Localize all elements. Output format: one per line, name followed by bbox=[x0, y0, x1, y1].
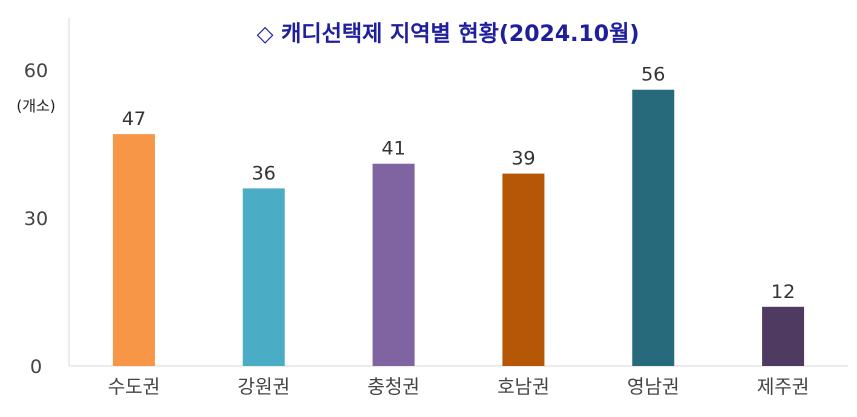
bar bbox=[502, 173, 545, 366]
data-label: 12 bbox=[771, 281, 795, 303]
y-tick-label: 60 bbox=[24, 60, 48, 82]
chart-title: ◇ 캐디선택제 지역별 현황(2024.10월) bbox=[257, 22, 640, 47]
data-label: 56 bbox=[641, 64, 665, 86]
y-axis-ticks: 0 30 60 bbox=[24, 60, 48, 378]
bar bbox=[762, 306, 805, 366]
bars bbox=[112, 89, 805, 366]
y-tick-label: 30 bbox=[24, 208, 48, 230]
data-labels: 47 36 41 39 56 12 bbox=[122, 64, 795, 303]
data-label: 36 bbox=[252, 162, 276, 184]
category-label: 호남권 bbox=[497, 376, 549, 398]
y-axis-unit-label: (개소) bbox=[16, 97, 55, 115]
category-label: 강원권 bbox=[238, 376, 290, 398]
category-label: 수도권 bbox=[108, 376, 160, 398]
category-labels: 수도권 강원권 충청권 호남권 영남권 제주권 bbox=[108, 376, 810, 398]
bar bbox=[632, 89, 675, 366]
category-label: 제주권 bbox=[757, 376, 809, 398]
data-label: 39 bbox=[511, 148, 535, 170]
y-tick-label: 0 bbox=[30, 356, 42, 378]
bar bbox=[242, 188, 285, 366]
bar bbox=[372, 163, 415, 366]
data-label: 47 bbox=[122, 108, 146, 130]
bar bbox=[112, 134, 155, 366]
category-label: 영남권 bbox=[627, 376, 679, 398]
category-label: 충청권 bbox=[367, 376, 419, 398]
data-label: 41 bbox=[381, 138, 405, 160]
